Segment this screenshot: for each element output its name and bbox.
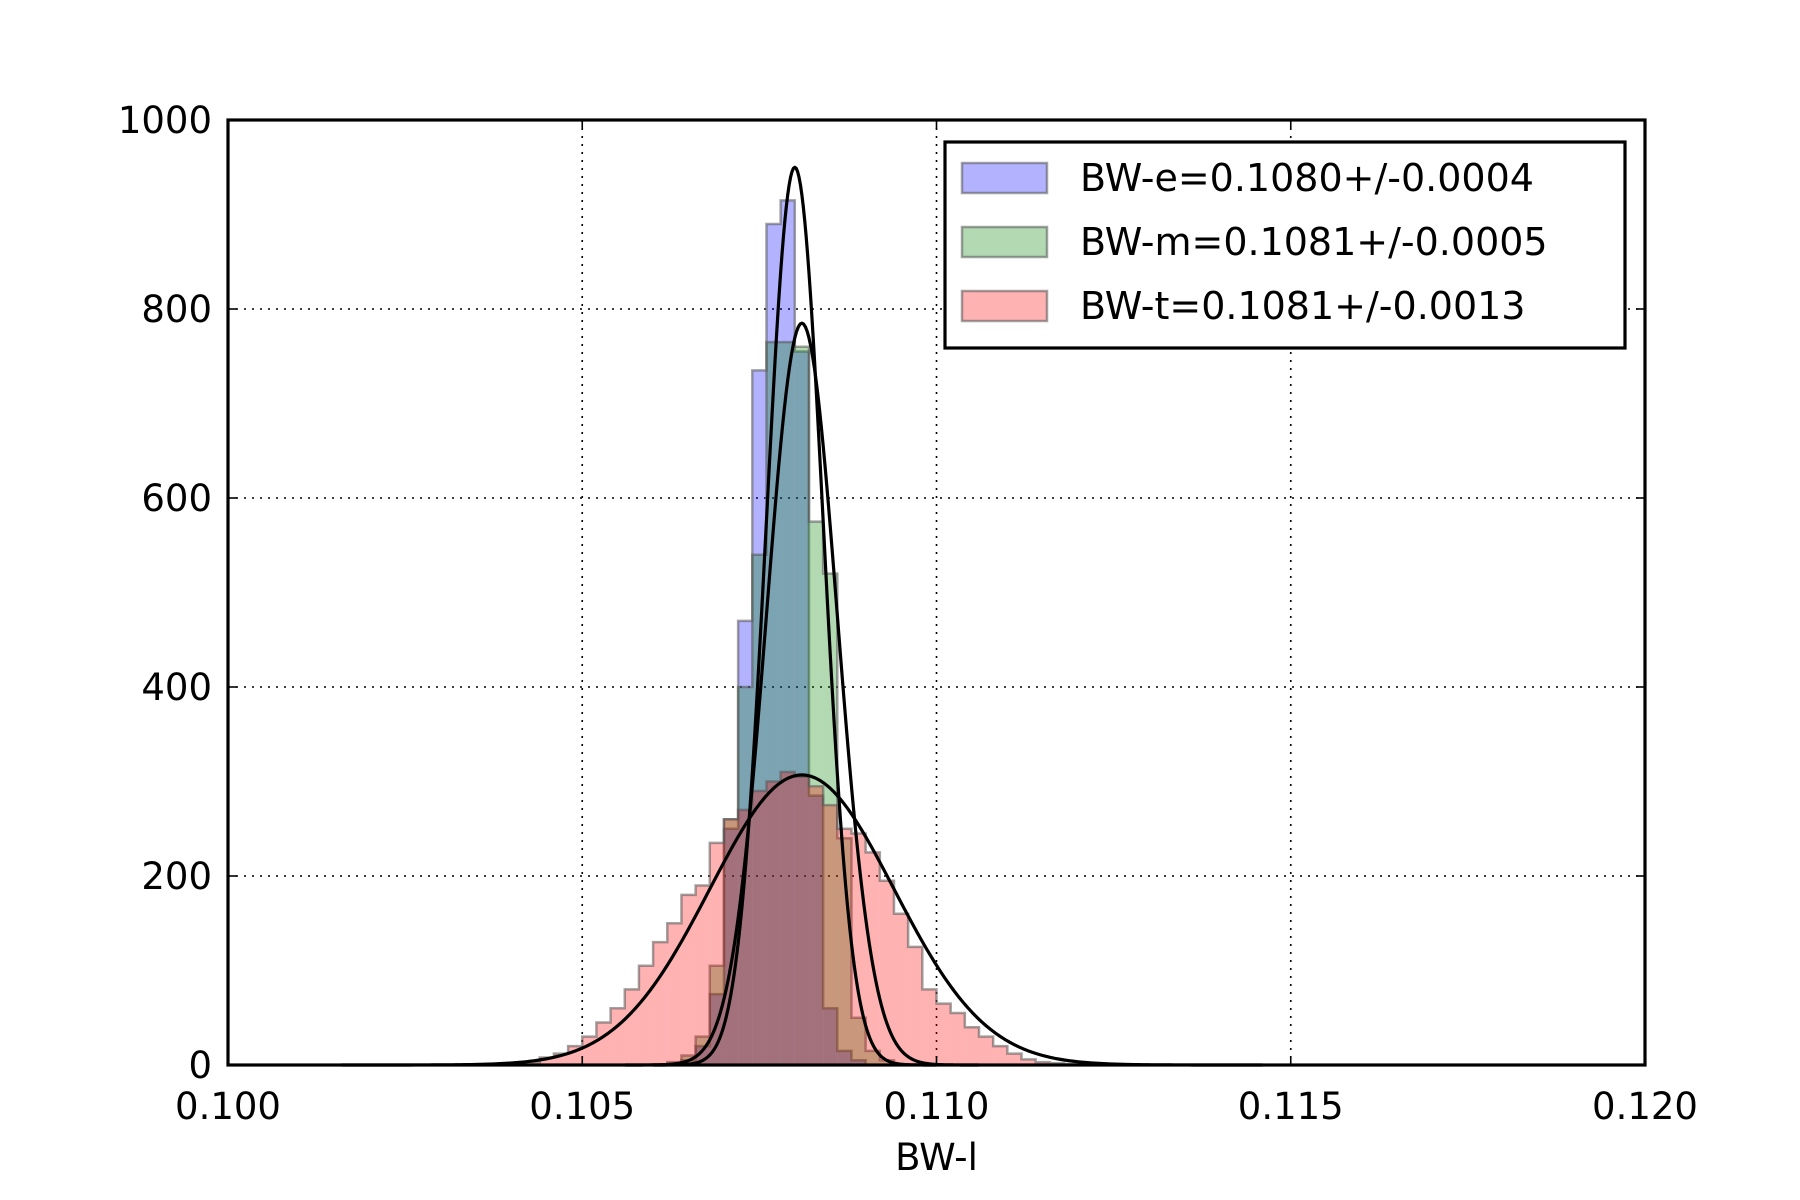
histogram-bar: [794, 776, 809, 1065]
histogram-bar: [738, 620, 753, 1065]
legend-label: BW-t=0.1081+/-0.0013: [1080, 284, 1525, 328]
histogram-bar: [993, 1046, 1008, 1065]
legend-box: [943, 140, 1627, 350]
legend-entry: BW-t=0.1081+/-0.0013: [960, 284, 1525, 328]
histogram-bar: [823, 805, 838, 1065]
histogram-bar: [752, 554, 767, 1065]
histogram-bar: [936, 1003, 951, 1065]
histogram-bar: [879, 1060, 894, 1065]
series-bw-t-bars: [524, 770, 1080, 1066]
histogram-bar: [964, 1027, 980, 1065]
histogram-bar: [808, 786, 824, 1065]
histogram-bar: [766, 781, 781, 1065]
x-tick-label: 0.120: [1592, 1085, 1698, 1128]
histogram-bar: [979, 1036, 994, 1065]
y-tick-label: 0: [188, 1044, 212, 1087]
histogram-bar: [539, 1057, 554, 1065]
histogram-bar: [553, 1053, 569, 1065]
histogram-bar: [879, 880, 894, 1065]
histogram-bar: [837, 1050, 852, 1065]
histogram-bar: [723, 819, 739, 1065]
histogram-bar: [624, 989, 639, 1065]
histogram-bar: [794, 351, 809, 1065]
y-tick-label: 1000: [118, 99, 212, 142]
histogram-bar: [638, 965, 654, 1065]
histogram-bar: [922, 989, 937, 1065]
histogram-bar: [865, 1050, 880, 1065]
histogram-step-outline: [666, 340, 896, 1065]
histogram-bar: [851, 1060, 866, 1065]
histogram-bar: [851, 1017, 866, 1065]
histogram-bar: [653, 942, 668, 1065]
x-axis-label: BW-l: [895, 1136, 978, 1179]
legend-swatch: [960, 161, 1049, 195]
fit-curve-bw-m: [624, 321, 980, 1067]
y-tick-label: 200: [141, 855, 212, 898]
histogram-bar: [1021, 1059, 1036, 1065]
y-tick-label: 600: [141, 477, 212, 520]
legend-entry: BW-m=0.1081+/-0.0005: [960, 220, 1548, 264]
histogram-bar: [596, 1022, 611, 1065]
axis-ticks: [227, 119, 1646, 1066]
histogram-bar: [766, 342, 781, 1065]
x-tick-label: 0.110: [884, 1085, 990, 1128]
y-tick-labels: 0 200 400 600 800 1000: [118, 99, 212, 1087]
histogram-bar: [950, 1013, 965, 1065]
histogram-bar: [752, 790, 767, 1065]
legend-label: BW-e=0.1080+/-0.0004: [1080, 156, 1534, 200]
histogram-bar: [794, 346, 809, 1065]
x-tick-label: 0.100: [175, 1085, 281, 1128]
legend-swatch: [960, 289, 1049, 323]
histogram-bars: [524, 199, 1080, 1067]
y-tick-label: 800: [141, 288, 212, 331]
legend-label: BW-m=0.1081+/-0.0005: [1080, 220, 1548, 264]
histogram-bar: [723, 819, 739, 1065]
x-tick-label: 0.105: [529, 1085, 635, 1128]
y-tick-label: 400: [141, 666, 212, 709]
histogram-bar: [695, 885, 710, 1065]
histogram-bar: [610, 1008, 625, 1065]
histogram-bar: [808, 795, 824, 1065]
histogram-bar: [823, 1008, 838, 1065]
histogram-bar: [893, 913, 909, 1065]
x-tick-label: 0.115: [1238, 1085, 1344, 1128]
histogram-bar: [808, 521, 824, 1065]
legend: BW-e=0.1080+/-0.0004 BW-m=0.1081+/-0.0005…: [943, 140, 1627, 350]
histogram-bar: [780, 342, 795, 1065]
histogram-bar: [1007, 1053, 1022, 1065]
legend-entry: BW-e=0.1080+/-0.0004: [960, 156, 1534, 200]
histogram-bar: [837, 828, 852, 1065]
histogram-step-outline: [524, 770, 1080, 1066]
legend-swatch: [960, 225, 1049, 259]
x-tick-labels: 0.100 0.105 0.110 0.115 0.120: [175, 1085, 1698, 1128]
histogram-bar: [738, 809, 753, 1065]
grid: [228, 120, 1645, 1065]
series-bw-m-bars: [666, 340, 896, 1065]
fit-curve-bw-e: [652, 165, 937, 1067]
histogram-bar: [908, 946, 923, 1065]
histogram-bar: [780, 772, 795, 1065]
